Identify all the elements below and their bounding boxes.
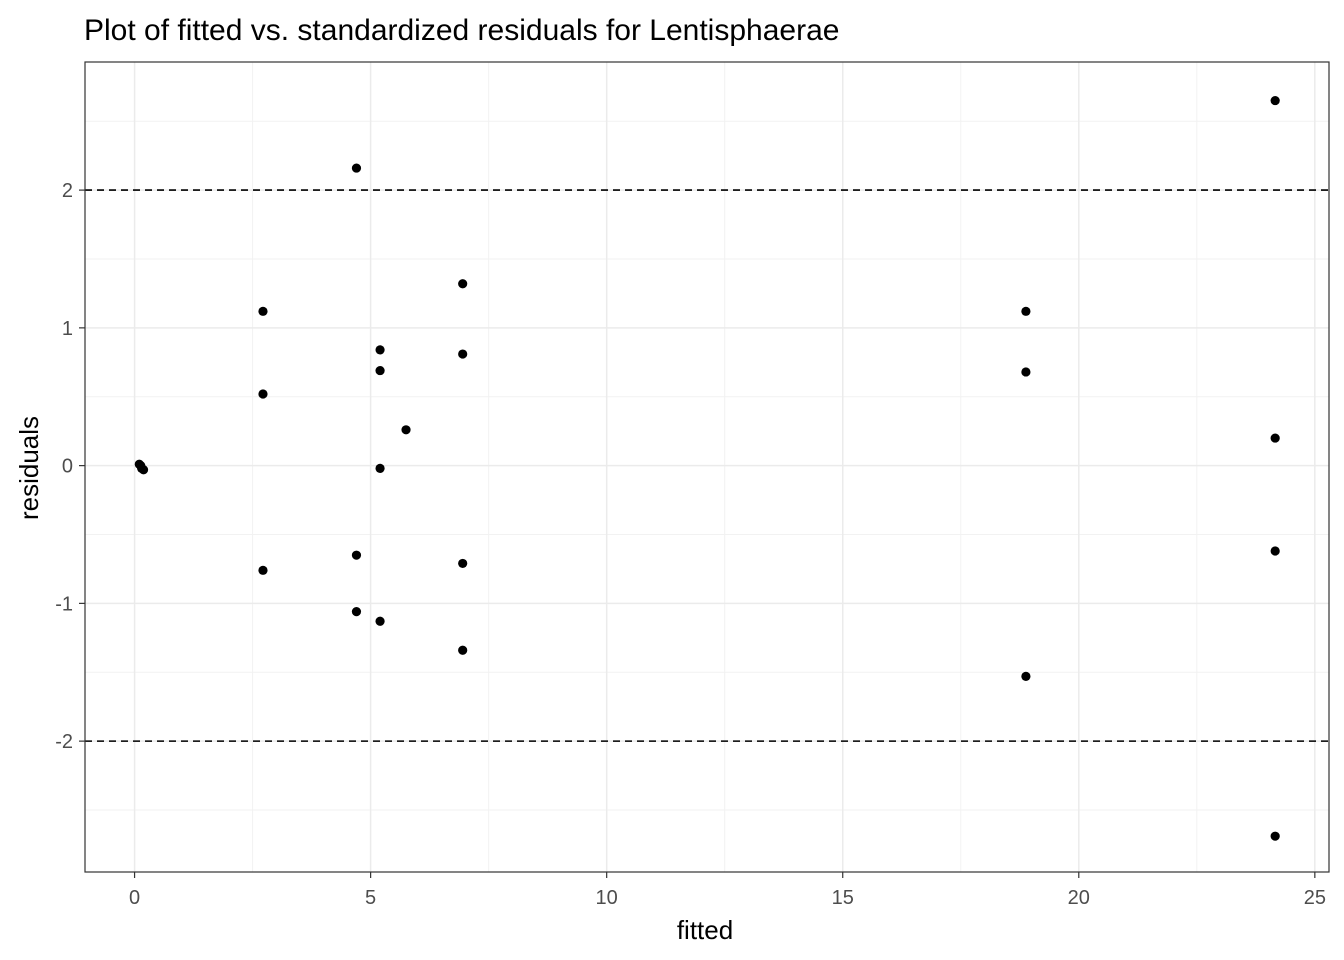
x-tick-label: 20 (1068, 887, 1090, 909)
data-point (1021, 306, 1031, 316)
data-point (458, 558, 468, 569)
data-point (138, 465, 149, 475)
x-axis: 0 5 10 15 20 25 (129, 872, 1326, 909)
data-point (375, 365, 385, 376)
x-axis-title: fitted (677, 915, 733, 945)
panel-border (84, 61, 1330, 873)
data-point (375, 463, 385, 473)
x-tick-label: 5 (365, 887, 376, 909)
data-point (458, 279, 468, 289)
data-points (134, 95, 1280, 841)
data-point (351, 607, 362, 617)
x-tick-label: 0 (129, 887, 140, 909)
data-point (1270, 831, 1280, 841)
y-tick-label: 1 (62, 318, 73, 340)
data-point (401, 425, 411, 435)
data-point (351, 550, 362, 560)
y-tick-label: 0 (62, 456, 73, 478)
y-tick-label: 2 (62, 180, 73, 202)
minor-gridlines (85, 62, 1329, 872)
y-axis: -2 -1 0 1 2 (55, 180, 85, 753)
data-point (375, 345, 385, 355)
y-axis-title: residuals (14, 416, 44, 520)
x-tick-label: 15 (832, 887, 854, 909)
data-point (1021, 367, 1031, 377)
x-tick-label: 10 (596, 887, 618, 909)
chart-title: Plot of fitted vs. standardized residual… (84, 14, 839, 47)
x-tick-label: 25 (1304, 887, 1326, 909)
data-point (351, 163, 362, 173)
data-point (1021, 671, 1031, 681)
reference-lines (85, 189, 1329, 742)
data-point (1270, 546, 1280, 556)
y-tick-label: -2 (55, 731, 73, 753)
data-point (458, 645, 468, 655)
data-point (258, 306, 268, 316)
data-point (258, 389, 268, 399)
data-point (1270, 433, 1280, 443)
data-point (458, 349, 468, 359)
data-point (375, 616, 385, 626)
data-point (258, 565, 268, 575)
y-tick-label: -1 (55, 593, 73, 615)
data-point (1270, 95, 1280, 106)
